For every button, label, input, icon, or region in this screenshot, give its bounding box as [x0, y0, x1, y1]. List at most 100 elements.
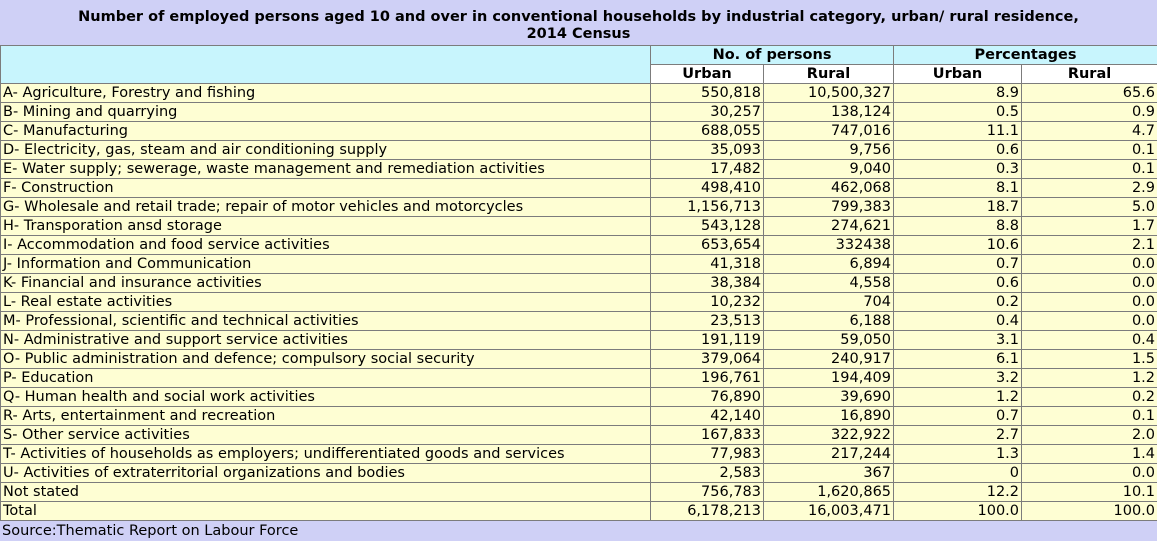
source-note: Source:Thematic Report on Labour Force	[0, 521, 1157, 541]
urban-percentage-cell: 0.3	[893, 159, 1023, 179]
row-label-cell: J- Information and Communication	[0, 254, 651, 274]
urban-percentage-cell: 6.1	[893, 349, 1023, 369]
rural-percentage-cell: 2.1	[1021, 235, 1157, 255]
urban-persons-cell: 23,513	[650, 311, 764, 331]
urban-percentage-cell: 100.0	[893, 501, 1023, 521]
header-pct-rural: Rural	[1021, 64, 1157, 84]
rural-percentage-cell: 0.9	[1021, 102, 1157, 122]
urban-percentage-cell: 0.7	[893, 406, 1023, 426]
table-row: N- Administrative and support service ac…	[0, 330, 1157, 350]
urban-persons-cell: 688,055	[650, 121, 764, 141]
table-row: P- Education 196,761 194,409 3.2 1.2	[0, 368, 1157, 388]
rural-persons-cell: 194,409	[762, 368, 895, 388]
rural-percentage-cell: 100.0	[1021, 501, 1157, 521]
rural-percentage-cell: 1.4	[1021, 444, 1157, 464]
table-row: J- Information and Communication 41,318 6,…	[0, 254, 1157, 274]
rural-persons-cell: 1,620,865	[762, 482, 895, 502]
rural-persons-cell: 4,558	[762, 273, 895, 293]
header-blank-cell	[0, 45, 651, 84]
rural-percentage-cell: 0.1	[1021, 140, 1157, 160]
row-label-cell: Total	[0, 501, 651, 521]
rural-persons-cell: 322,922	[762, 425, 895, 445]
row-label-cell: Q- Human health and social work activiti…	[0, 387, 651, 407]
header-pct-urban: Urban	[893, 64, 1023, 84]
urban-percentage-cell: 0.6	[893, 140, 1023, 160]
employment-table: No. of persons Percentages Urban Rural U…	[0, 45, 1157, 521]
rural-percentage-cell: 0.2	[1021, 387, 1157, 407]
urban-persons-cell: 653,654	[650, 235, 764, 255]
urban-percentage-cell: 3.2	[893, 368, 1023, 388]
row-label-cell: N- Administrative and support service ac…	[0, 330, 651, 350]
row-label-cell: S- Other service activities	[0, 425, 651, 445]
table-row: K- Financial and insurance activities 38,…	[0, 273, 1157, 293]
rural-percentage-cell: 5.0	[1021, 197, 1157, 217]
table-row: E- Water supply; sewerage, waste managem…	[0, 159, 1157, 179]
urban-persons-cell: 1,156,713	[650, 197, 764, 217]
urban-percentage-cell: 0	[893, 463, 1023, 483]
urban-percentage-cell: 10.6	[893, 235, 1023, 255]
row-label-cell: Not stated	[0, 482, 651, 502]
rural-persons-cell: 138,124	[762, 102, 895, 122]
rural-persons-cell: 367	[762, 463, 895, 483]
urban-percentage-cell: 8.1	[893, 178, 1023, 198]
row-label-cell: C- Manufacturing	[0, 121, 651, 141]
header-persons-urban: Urban	[650, 64, 764, 84]
rural-persons-cell: 217,244	[762, 444, 895, 464]
rural-persons-cell: 799,383	[762, 197, 895, 217]
rural-persons-cell: 332438	[762, 235, 895, 255]
urban-persons-cell: 38,384	[650, 273, 764, 293]
row-label-cell: T- Activities of households as employers…	[0, 444, 651, 464]
rural-percentage-cell: 0.1	[1021, 159, 1157, 179]
urban-percentage-cell: 0.6	[893, 273, 1023, 293]
row-label-cell: L- Real estate activities	[0, 292, 651, 312]
table-row: G- Wholesale and retail trade; repair of…	[0, 197, 1157, 217]
urban-persons-cell: 10,232	[650, 292, 764, 312]
table-row: Total 6,178,213 16,003,471 100.0 100.0	[0, 501, 1157, 521]
row-label-cell: G- Wholesale and retail trade; repair of…	[0, 197, 651, 217]
row-label-cell: R- Arts, entertainment and recreation	[0, 406, 651, 426]
rural-percentage-cell: 0.0	[1021, 273, 1157, 293]
urban-percentage-cell: 0.2	[893, 292, 1023, 312]
rural-percentage-cell: 1.7	[1021, 216, 1157, 236]
table-row: T- Activities of households as employers…	[0, 444, 1157, 464]
table-row: F- Construction 498,410 462,068 8.1 2.9	[0, 178, 1157, 198]
urban-persons-cell: 30,257	[650, 102, 764, 122]
rural-percentage-cell: 10.1	[1021, 482, 1157, 502]
header-percentages: Percentages	[893, 45, 1157, 65]
table-row: A- Agriculture, Forestry and fishing 550,…	[0, 83, 1157, 103]
rural-persons-cell: 16,890	[762, 406, 895, 426]
table-row: R- Arts, entertainment and recreation 42,…	[0, 406, 1157, 426]
rural-percentage-cell: 0.0	[1021, 311, 1157, 331]
rural-percentage-cell: 0.0	[1021, 463, 1157, 483]
rural-persons-cell: 240,917	[762, 349, 895, 369]
row-label-cell: D- Electricity, gas, steam and air condi…	[0, 140, 651, 160]
urban-percentage-cell: 12.2	[893, 482, 1023, 502]
urban-percentage-cell: 8.8	[893, 216, 1023, 236]
row-label-cell: F- Construction	[0, 178, 651, 198]
rural-persons-cell: 704	[762, 292, 895, 312]
rural-percentage-cell: 2.0	[1021, 425, 1157, 445]
urban-persons-cell: 35,093	[650, 140, 764, 160]
table-row: U- Activities of extraterritorial organi…	[0, 463, 1157, 483]
rural-percentage-cell: 2.9	[1021, 178, 1157, 198]
table-row: I- Accommodation and food service activi…	[0, 235, 1157, 255]
table-body: A- Agriculture, Forestry and fishing 550,…	[0, 83, 1157, 521]
rural-percentage-cell: 0.4	[1021, 330, 1157, 350]
rural-persons-cell: 39,690	[762, 387, 895, 407]
urban-persons-cell: 77,983	[650, 444, 764, 464]
urban-persons-cell: 498,410	[650, 178, 764, 198]
table-title-line-2: 2014 Census	[526, 26, 631, 42]
table-row: L- Real estate activities 10,232 704 0.2 0.0	[0, 292, 1157, 312]
urban-persons-cell: 2,583	[650, 463, 764, 483]
rural-persons-cell: 274,621	[762, 216, 895, 236]
row-label-cell: I- Accommodation and food service activi…	[0, 235, 651, 255]
table-row: O- Public administration and defence; co…	[0, 349, 1157, 369]
urban-persons-cell: 196,761	[650, 368, 764, 388]
row-label-cell: H- Transporation ansd storage	[0, 216, 651, 236]
row-label-cell: B- Mining and quarrying	[0, 102, 651, 122]
urban-percentage-cell: 0.5	[893, 102, 1023, 122]
rural-persons-cell: 9,756	[762, 140, 895, 160]
urban-persons-cell: 6,178,213	[650, 501, 764, 521]
table-row: Not stated 756,783 1,620,865 12.2 10.1	[0, 482, 1157, 502]
urban-percentage-cell: 0.4	[893, 311, 1023, 331]
